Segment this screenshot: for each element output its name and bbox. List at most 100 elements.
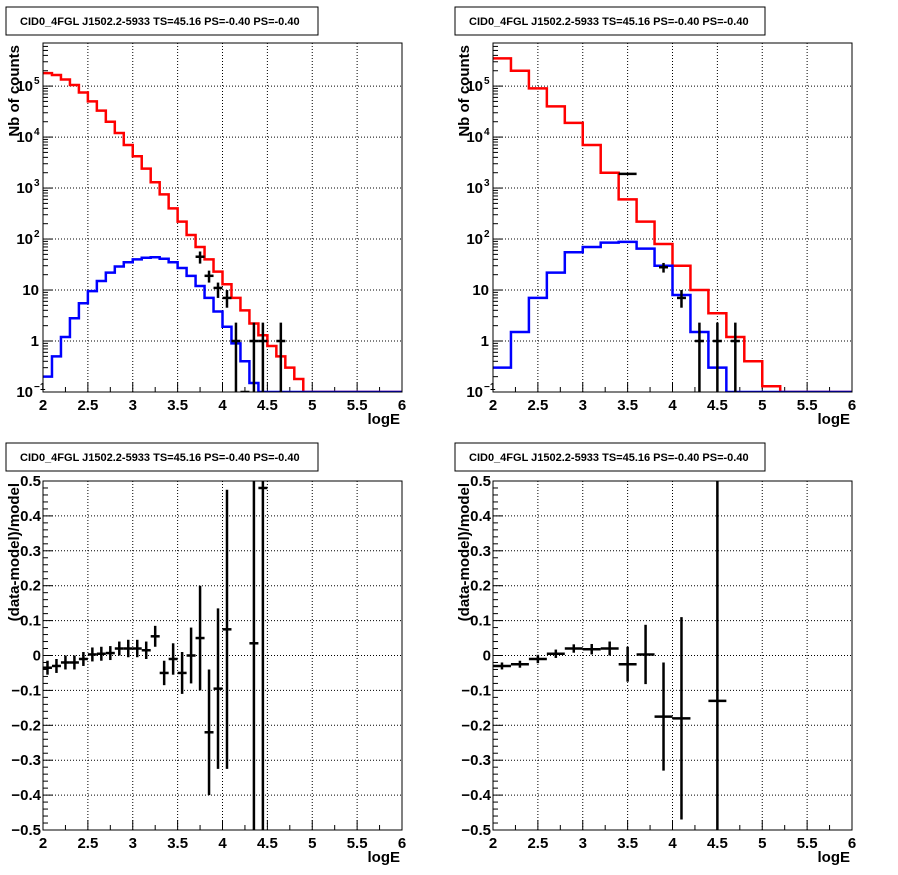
y-tick-label: 0.1 bbox=[470, 613, 491, 630]
x-tick-label: 5 bbox=[758, 835, 766, 852]
x-tick-label: 4 bbox=[668, 835, 677, 852]
x-tick-label: 4 bbox=[218, 835, 227, 852]
x-tick-label: 6 bbox=[398, 835, 406, 852]
x-tick-label: 2 bbox=[39, 397, 47, 414]
y-tick-label: 0.5 bbox=[470, 473, 491, 490]
x-tick-label: 2.5 bbox=[77, 835, 98, 852]
y-tick-label: −0.2 bbox=[461, 717, 491, 734]
data-point bbox=[96, 646, 106, 661]
plot-area bbox=[493, 57, 852, 392]
data-point bbox=[43, 660, 52, 675]
data-point bbox=[141, 641, 151, 659]
title-box bbox=[454, 442, 766, 472]
x-tick-label: 6 bbox=[848, 397, 856, 414]
title-text: CID0_4FGL J1502.2-5933 TS=45.16 PS=-0.40… bbox=[20, 452, 300, 464]
data-point bbox=[258, 481, 268, 830]
x-axis-label: logE bbox=[818, 411, 851, 428]
y-tick-label: 10 bbox=[16, 129, 33, 146]
plot-frame bbox=[42, 42, 403, 393]
y-tick-label: 10 bbox=[466, 384, 483, 401]
y-tick-label: −0.4 bbox=[11, 787, 41, 804]
y-tick-exponent: 5 bbox=[484, 76, 490, 87]
y-tick-label: 0.3 bbox=[470, 543, 491, 560]
panel-residuals-bottom-left: CID0_4FGL J1502.2-5933 TS=45.16 PS=-0.40… bbox=[5, 442, 406, 866]
x-tick-label: 6 bbox=[848, 835, 856, 852]
y-tick-exponent: 3 bbox=[484, 178, 490, 189]
data-point bbox=[712, 322, 722, 392]
y-tick-label: 10 bbox=[22, 282, 39, 299]
data-point bbox=[213, 608, 223, 769]
x-tick-label: 4.5 bbox=[707, 397, 728, 414]
y-tick-label: 0.3 bbox=[20, 543, 41, 560]
x-tick-label: 4.5 bbox=[707, 835, 728, 852]
x-tick-label: 5.5 bbox=[347, 397, 368, 414]
data-point bbox=[249, 322, 259, 392]
y-tick-exponent: 2 bbox=[484, 229, 490, 240]
data-point bbox=[276, 322, 286, 392]
y-tick-label: 10 bbox=[472, 282, 489, 299]
y-tick-exponent: 3 bbox=[34, 178, 40, 189]
y-tick-exponent: 4 bbox=[484, 127, 490, 138]
x-tick-label: 4 bbox=[668, 397, 677, 414]
plot-area bbox=[493, 481, 727, 830]
data-point bbox=[510, 660, 529, 668]
x-tick-label: 3.5 bbox=[167, 835, 188, 852]
data-point bbox=[493, 662, 511, 670]
y-tick-label: 0 bbox=[483, 648, 491, 665]
histogram-series-blue bbox=[43, 255, 402, 392]
x-tick-label: 2.5 bbox=[77, 397, 98, 414]
title-text: CID0_4FGL J1502.2-5933 TS=45.16 PS=-0.40… bbox=[469, 452, 749, 464]
data-point bbox=[123, 639, 133, 658]
data-point bbox=[159, 660, 169, 686]
data-point bbox=[708, 481, 727, 830]
y-tick-label: −0.1 bbox=[461, 682, 491, 699]
y-tick-label: 1 bbox=[31, 333, 39, 350]
y-tick-label: 1 bbox=[481, 333, 489, 350]
x-axis-label: logE bbox=[368, 411, 401, 428]
x-axis-label: logE bbox=[818, 849, 851, 866]
title-box bbox=[5, 6, 319, 36]
data-point bbox=[51, 658, 61, 673]
data-point bbox=[60, 655, 70, 670]
y-axis-label: (data-model)/model bbox=[456, 483, 473, 621]
plot-area bbox=[43, 71, 402, 392]
y-tick-label: 10 bbox=[16, 231, 33, 248]
x-tick-label: 6 bbox=[398, 397, 406, 414]
title-text: CID0_4FGL J1502.2-5933 TS=45.16 PS=-0.40… bbox=[469, 16, 749, 28]
data-point bbox=[195, 251, 205, 264]
x-tick-label: 4.5 bbox=[257, 835, 278, 852]
y-tick-exponent: 5 bbox=[34, 76, 40, 87]
data-point bbox=[528, 654, 547, 664]
histogram-series-red bbox=[43, 71, 402, 392]
data-point bbox=[654, 662, 673, 771]
panel-title: CID0_4FGL J1502.2-5933 TS=45.16 PS=-0.40… bbox=[454, 442, 766, 472]
x-tick-label: 2 bbox=[39, 835, 47, 852]
x-tick-label: 3 bbox=[579, 835, 587, 852]
y-tick-label: −0.5 bbox=[461, 822, 491, 839]
y-tick-label: 0.2 bbox=[20, 578, 41, 595]
y-tick-label: 10 bbox=[466, 129, 483, 146]
data-point bbox=[186, 627, 196, 684]
y-tick-exponent: −1 bbox=[34, 382, 46, 393]
y-tick-label: 0.2 bbox=[470, 578, 491, 595]
panel-nb-counts-top-right: CID0_4FGL J1502.2-5933 TS=45.16 PS=-0.40… bbox=[454, 6, 856, 428]
data-point bbox=[546, 649, 565, 658]
y-tick-label: 10 bbox=[16, 78, 33, 95]
y-tick-label: 10 bbox=[466, 180, 483, 197]
panel-title: CID0_4FGL J1502.2-5933 TS=45.16 PS=-0.40… bbox=[454, 6, 766, 36]
data-point bbox=[694, 322, 704, 392]
data-point bbox=[564, 644, 583, 653]
data-point bbox=[249, 481, 259, 830]
y-tick-label: 10 bbox=[16, 384, 33, 401]
x-tick-label: 2.5 bbox=[527, 835, 548, 852]
y-tick-label: 0.1 bbox=[20, 613, 41, 630]
data-point bbox=[672, 617, 691, 820]
x-tick-label: 3.5 bbox=[617, 397, 638, 414]
x-axis-label: logE bbox=[368, 849, 401, 866]
data-point bbox=[132, 639, 142, 658]
x-tick-label: 5.5 bbox=[797, 835, 818, 852]
data-point bbox=[114, 641, 124, 656]
y-tick-label: 0.4 bbox=[470, 508, 492, 525]
panel-title: CID0_4FGL J1502.2-5933 TS=45.16 PS=-0.40… bbox=[5, 442, 319, 472]
